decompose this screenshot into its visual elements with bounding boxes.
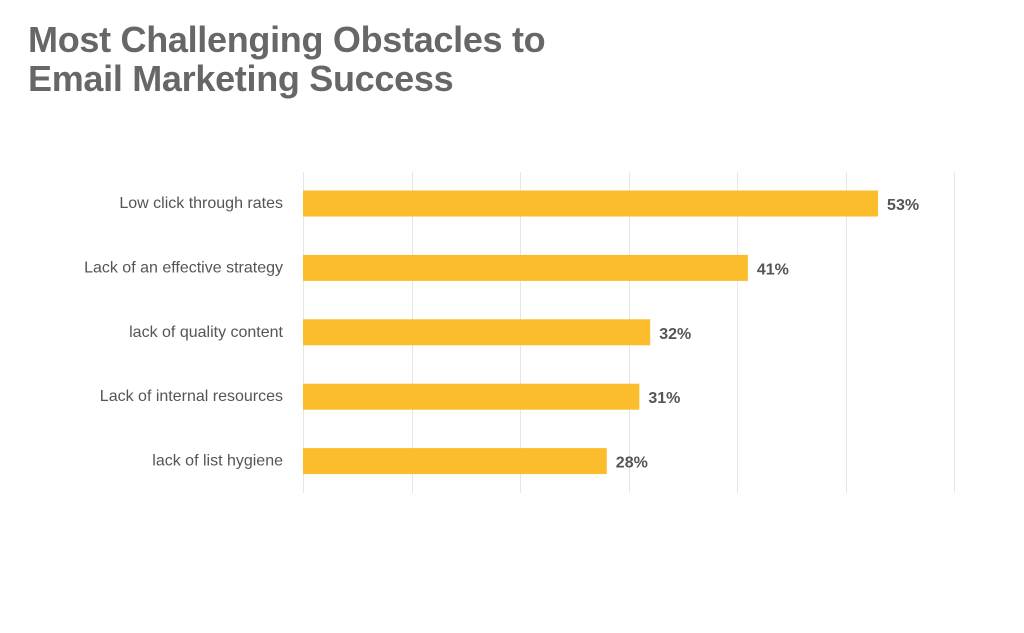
bars	[303, 190, 879, 475]
bar	[303, 254, 748, 281]
category-labels: Low click through rates Lack of an effect…	[84, 195, 283, 470]
bar	[303, 383, 640, 410]
bar	[303, 319, 651, 346]
value-label: 31%	[648, 390, 680, 407]
category-label: Low click through rates	[119, 195, 283, 212]
chart-title: Most Challenging Obstacles to Email Mark…	[28, 20, 728, 98]
bar	[303, 448, 607, 475]
value-label: 41%	[757, 261, 789, 278]
value-label: 53%	[887, 197, 919, 214]
category-label: Lack of internal resources	[100, 388, 283, 405]
category-label: lack of quality content	[129, 324, 283, 341]
value-labels: 53% 41% 32% 31% 28%	[616, 197, 919, 472]
category-label: lack of list hygiene	[152, 453, 283, 470]
value-label: 32%	[659, 326, 691, 343]
chart-title-line-1: Most Challenging Obstacles to	[28, 19, 546, 60]
category-label: Lack of an effective strategy	[84, 259, 283, 276]
chart-title-line-2: Email Marketing Success	[28, 58, 454, 99]
value-label: 28%	[616, 455, 648, 472]
bar	[303, 190, 879, 217]
